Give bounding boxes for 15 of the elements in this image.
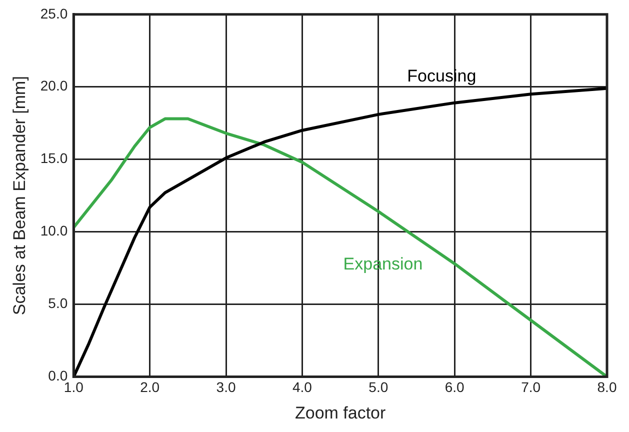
x-axis-title: Zoom factor xyxy=(294,403,386,422)
y-tick-label: 10.0 xyxy=(40,222,68,239)
x-tick-label: 1.0 xyxy=(64,379,84,396)
x-tick-label: 4.0 xyxy=(292,379,312,396)
x-tick-label: 2.0 xyxy=(140,379,160,396)
x-tick-label: 7.0 xyxy=(521,379,541,396)
x-tick-label: 3.0 xyxy=(216,379,236,396)
y-tick-label: 25.0 xyxy=(40,5,68,22)
x-tick-label: 8.0 xyxy=(597,379,617,396)
x-tick-label: 6.0 xyxy=(444,379,465,396)
y-tick-label: 5.0 xyxy=(48,295,68,312)
y-tick-label: 20.0 xyxy=(40,78,68,94)
x-tick-label: 5.0 xyxy=(368,379,388,396)
y-axis-title: Scales at Beam Expander [mm] xyxy=(10,76,29,316)
y-tick-label: 15.0 xyxy=(40,150,68,166)
